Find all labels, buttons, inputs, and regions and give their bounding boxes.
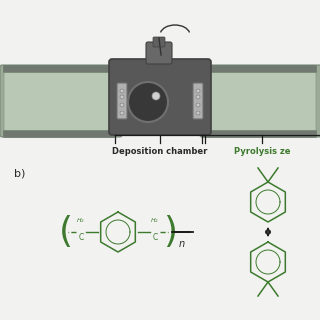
Ellipse shape [115,81,125,121]
Text: Pyrolysis ze: Pyrolysis ze [234,147,290,156]
Ellipse shape [197,81,207,121]
Circle shape [120,111,124,115]
Circle shape [196,89,200,93]
FancyBboxPatch shape [204,69,316,133]
Circle shape [120,95,124,99]
FancyBboxPatch shape [0,65,122,137]
Circle shape [196,95,200,99]
Circle shape [120,89,124,93]
Text: b): b) [14,168,25,178]
Text: Deposition chamber: Deposition chamber [112,147,208,156]
Circle shape [120,103,124,107]
Text: $H_2$: $H_2$ [150,216,160,225]
Circle shape [128,82,168,122]
Text: n: n [179,239,185,249]
FancyBboxPatch shape [204,66,316,73]
FancyBboxPatch shape [146,42,172,64]
Circle shape [196,111,200,115]
FancyBboxPatch shape [200,65,320,137]
FancyBboxPatch shape [4,69,114,133]
Text: C: C [152,233,158,242]
FancyBboxPatch shape [4,131,115,138]
Text: $H_2$: $H_2$ [76,216,85,225]
Circle shape [152,92,160,100]
Circle shape [196,103,200,107]
FancyBboxPatch shape [117,83,127,119]
Text: C: C [78,233,84,242]
FancyBboxPatch shape [204,131,316,138]
FancyBboxPatch shape [193,83,203,119]
FancyBboxPatch shape [4,66,115,73]
FancyBboxPatch shape [153,37,165,47]
FancyBboxPatch shape [109,59,211,135]
Text: (: ( [59,215,73,249]
Text: ): ) [163,215,177,249]
